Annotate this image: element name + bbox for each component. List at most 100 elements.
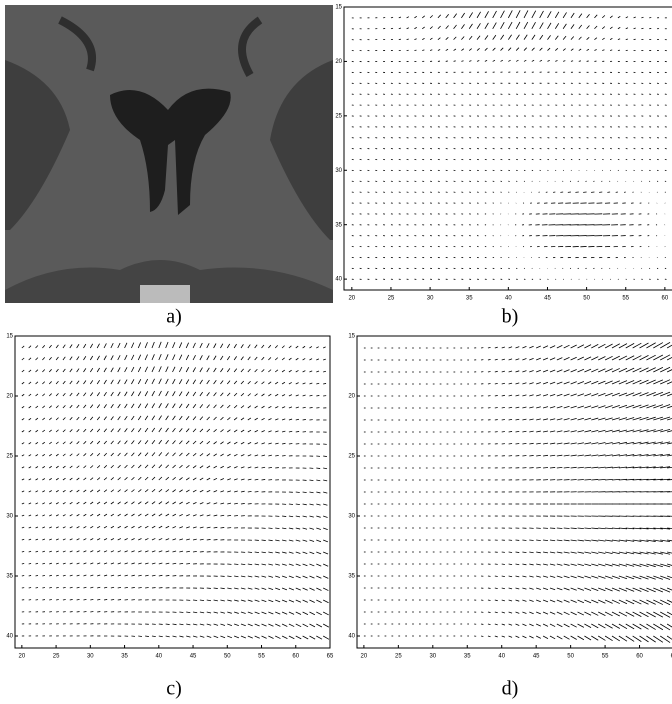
- x-tick-label: 45: [190, 654, 197, 660]
- arrow: [281, 442, 286, 445]
- arrow: [529, 611, 534, 615]
- arrow: [83, 441, 87, 445]
- arrow: [21, 563, 25, 565]
- arrow: [62, 514, 66, 517]
- axes-box: [343, 6, 672, 291]
- arrow: [179, 452, 183, 457]
- arrow: [542, 406, 549, 409]
- arrow: [138, 501, 142, 505]
- arrow: [500, 59, 503, 62]
- arrow: [42, 538, 46, 541]
- arrow: [625, 611, 635, 617]
- arrow: [69, 586, 73, 589]
- y-tick-label: 35: [6, 574, 13, 580]
- arrow: [131, 525, 135, 529]
- arrow: [261, 454, 266, 457]
- arrow: [213, 465, 218, 469]
- arrow: [185, 477, 190, 481]
- x-tick-label: 55: [602, 654, 609, 660]
- arrow: [213, 514, 218, 517]
- arrow: [632, 441, 642, 445]
- arrow: [28, 345, 32, 349]
- arrow: [185, 465, 190, 469]
- arrow: [302, 527, 308, 530]
- arrow: [103, 574, 108, 577]
- arrow: [618, 380, 628, 385]
- arrow: [179, 635, 184, 638]
- arrow: [639, 551, 649, 555]
- arrow: [226, 392, 231, 397]
- arrow: [309, 491, 314, 494]
- arrow: [302, 599, 308, 603]
- arrow: [21, 406, 25, 409]
- arrow: [515, 34, 520, 40]
- arrow: [62, 586, 66, 589]
- arrow: [570, 393, 577, 397]
- arrow: [501, 635, 506, 638]
- arrow: [323, 358, 326, 361]
- arrow: [110, 343, 114, 349]
- arrow: [234, 587, 239, 590]
- arrow: [137, 452, 142, 457]
- arrow: [220, 465, 224, 469]
- arrow: [21, 550, 25, 553]
- arrow: [646, 342, 656, 349]
- arrow: [117, 416, 121, 421]
- arrow: [35, 345, 39, 349]
- arrow: [220, 392, 224, 397]
- arrow: [522, 430, 527, 433]
- arrow: [254, 587, 260, 590]
- arrow: [103, 404, 107, 409]
- arrow: [21, 430, 25, 433]
- x-tick-label: 25: [395, 654, 402, 660]
- arrow: [281, 430, 286, 433]
- arrow: [69, 392, 73, 397]
- arrow: [594, 25, 598, 30]
- arrow: [220, 478, 225, 481]
- arrow: [179, 538, 184, 541]
- arrow: [522, 346, 527, 349]
- arrow: [288, 394, 293, 397]
- arrow: [492, 59, 496, 62]
- arrow: [240, 635, 247, 639]
- arrow: [632, 599, 642, 605]
- arrow: [295, 587, 301, 591]
- arrow: [515, 551, 520, 553]
- arrow: [247, 478, 252, 481]
- arrow: [549, 357, 556, 361]
- arrow: [453, 24, 457, 30]
- arrow: [199, 611, 205, 614]
- arrow: [185, 440, 190, 445]
- arrow: [302, 575, 308, 579]
- arrow: [261, 369, 265, 373]
- arrow: [35, 514, 39, 517]
- arrow: [83, 416, 87, 421]
- arrow: [151, 538, 156, 541]
- arrow: [556, 623, 563, 628]
- arrow: [461, 12, 465, 19]
- arrow: [254, 611, 260, 615]
- arrow: [165, 489, 170, 493]
- arrow: [268, 344, 272, 349]
- arrow: [151, 550, 156, 553]
- arrow: [660, 404, 671, 409]
- arrow: [117, 562, 122, 565]
- arrow: [275, 599, 281, 603]
- arrow: [549, 454, 556, 457]
- arrow: [322, 551, 329, 555]
- arrow: [611, 599, 620, 604]
- arrow: [281, 587, 288, 591]
- arrow: [632, 587, 642, 592]
- arrow: [103, 355, 107, 361]
- arrow: [666, 381, 672, 385]
- arrow: [124, 415, 128, 421]
- arrow: [542, 418, 549, 421]
- arrow: [508, 599, 513, 602]
- arrow: [268, 369, 272, 373]
- arrow: [604, 392, 613, 397]
- arrow: [55, 405, 59, 409]
- arrow: [240, 393, 245, 397]
- arrow: [563, 563, 570, 566]
- arrow: [295, 515, 301, 518]
- arrow: [653, 575, 664, 580]
